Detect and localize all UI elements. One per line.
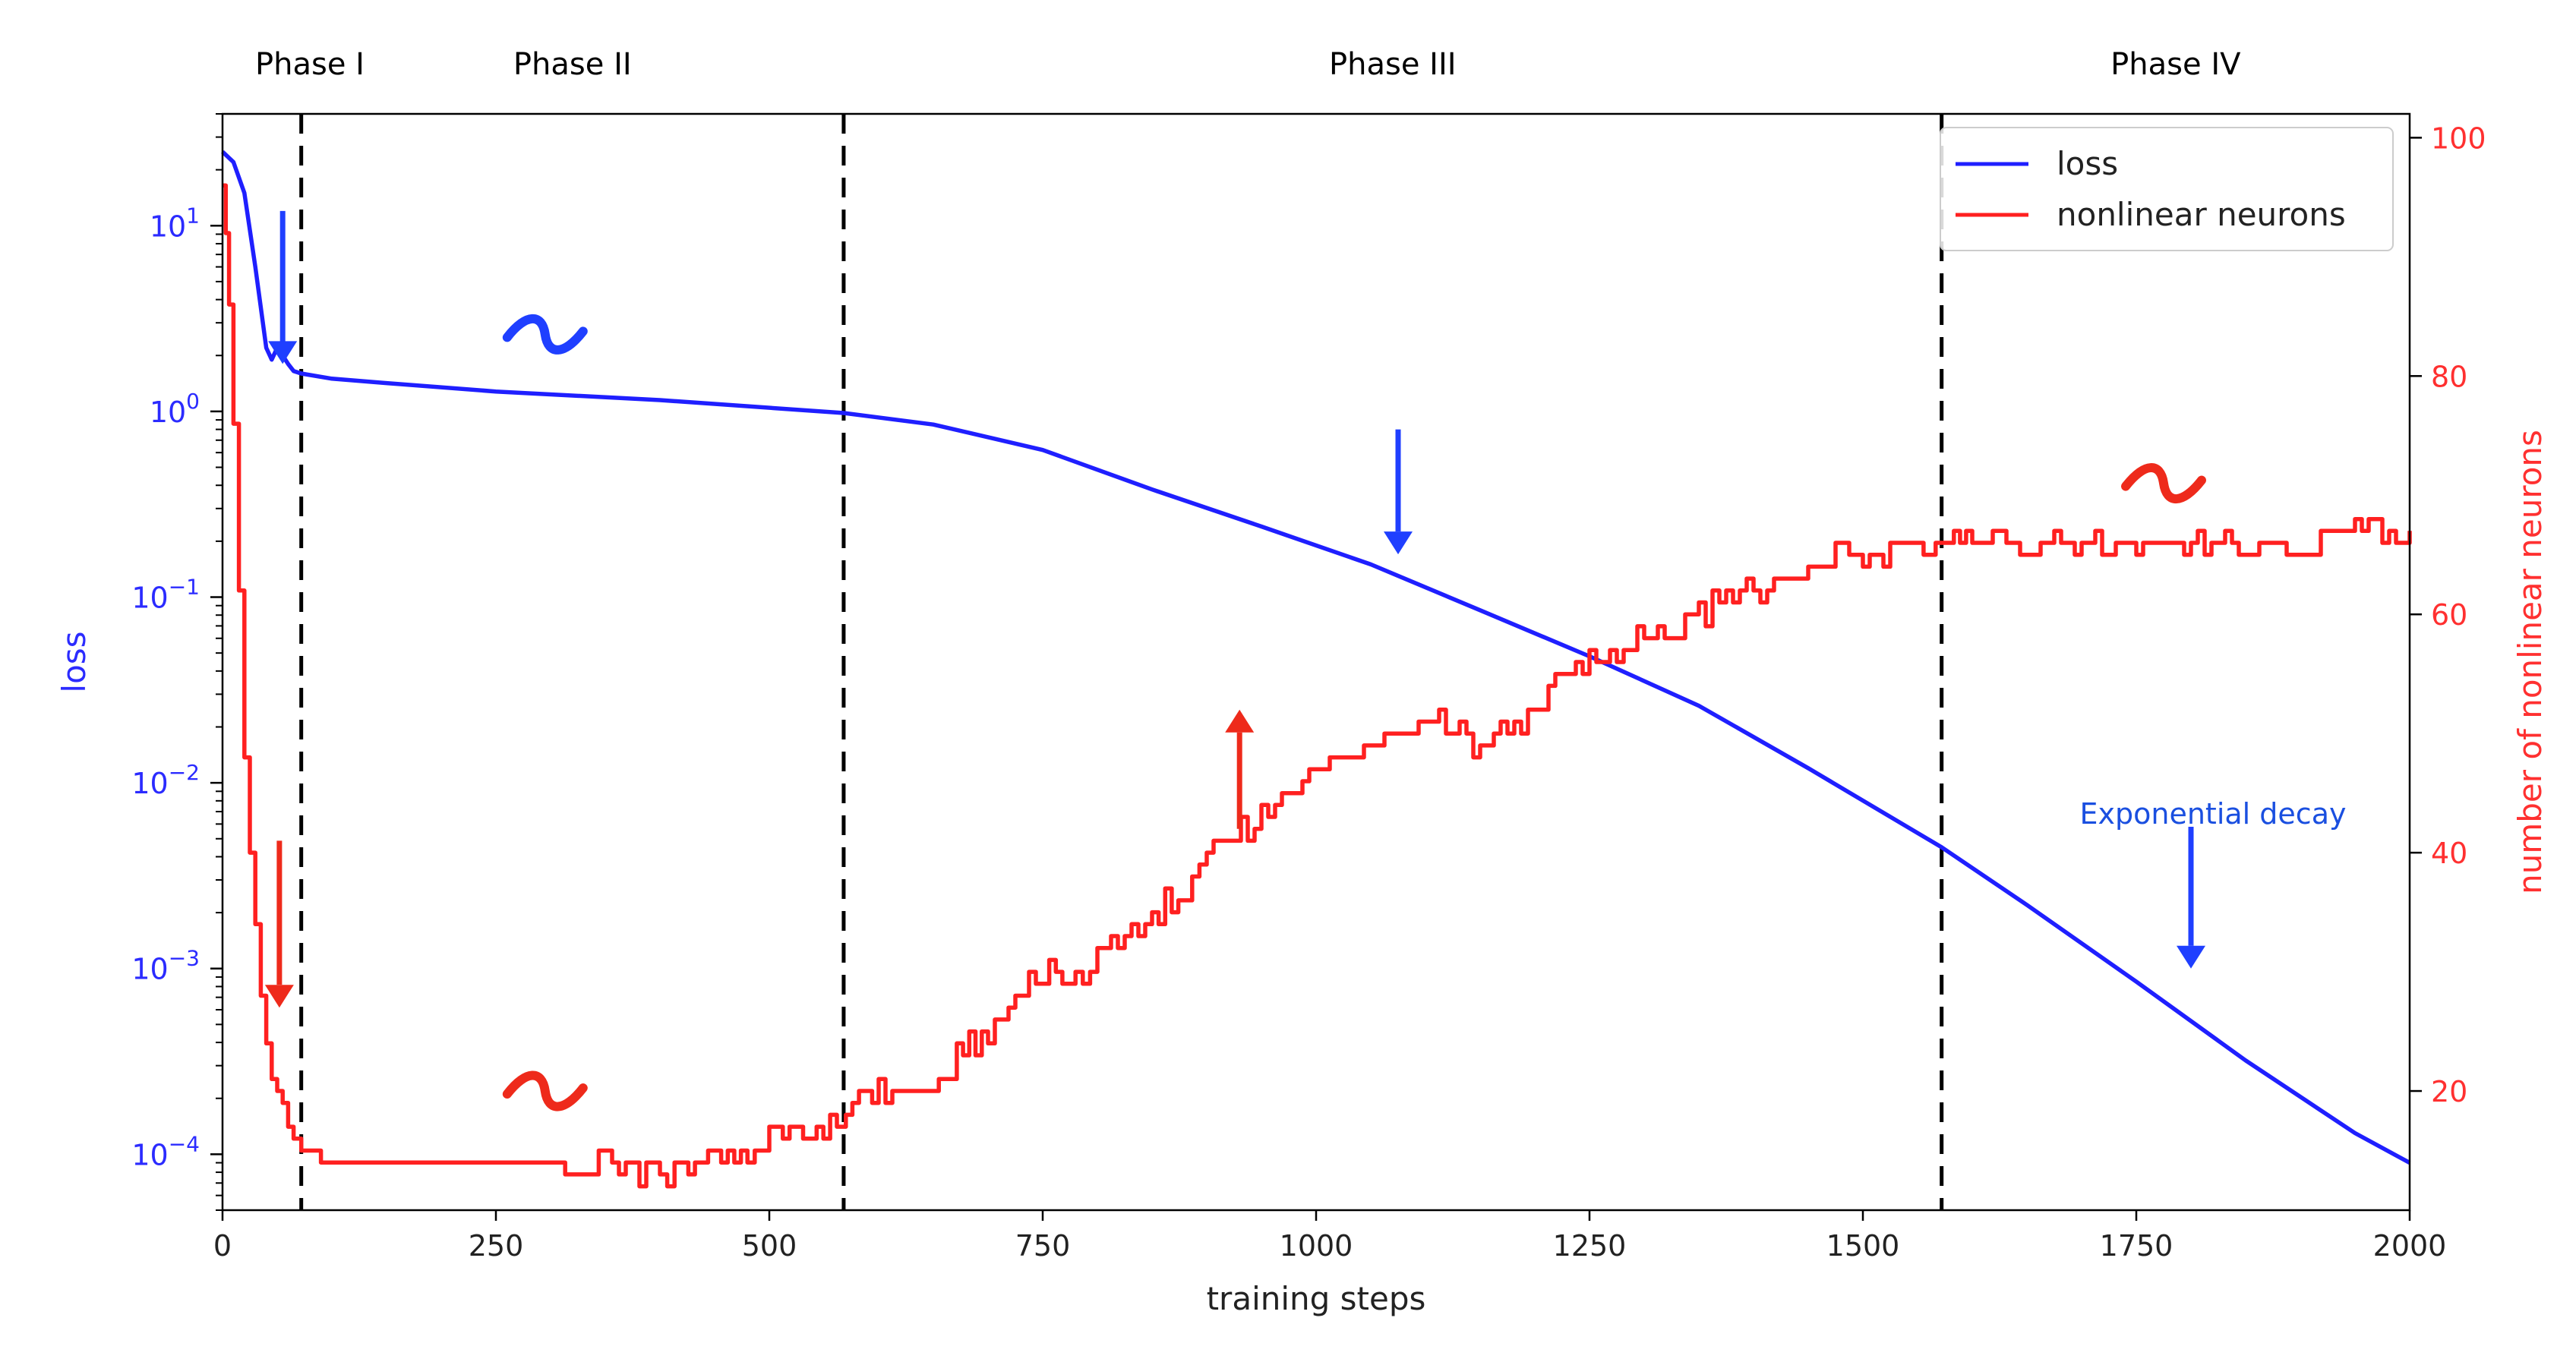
phase-label-1: Phase I xyxy=(255,47,365,82)
phase-label-2: Phase II xyxy=(513,47,632,82)
exponential-decay-annotation: Exponential decay xyxy=(2080,797,2347,831)
x-tick-label-7: 1750 xyxy=(2100,1229,2174,1263)
arrow-down-blue-head-0 xyxy=(268,341,298,364)
y-right-tick-label-0: 20 xyxy=(2431,1075,2467,1108)
x-tick-label-8: 2000 xyxy=(2373,1229,2447,1263)
annotation-markers xyxy=(264,210,2206,1111)
x-tick-label-5: 1250 xyxy=(1553,1229,1627,1263)
phase-label-4: Phase IV xyxy=(2110,47,2241,82)
y-left-tick-label-5: 10−4 xyxy=(131,1131,200,1171)
x-tick-label-1: 250 xyxy=(469,1229,524,1263)
series-line-loss xyxy=(221,150,2411,1165)
series-layer xyxy=(221,150,2412,1189)
phase-labels: Phase I Phase II Phase III Phase IV xyxy=(255,47,2241,82)
phase-label-3: Phase III xyxy=(1329,47,1457,82)
y-left-tick-exponent-0: 1 xyxy=(186,203,200,228)
y-left-tick-label-2: 10−1 xyxy=(131,575,200,615)
y-right-tick-label-2: 60 xyxy=(2431,598,2467,632)
y-left-tick-label-0: 101 xyxy=(150,203,200,243)
arrow-down-blue-head-7 xyxy=(2177,945,2205,969)
arrow-down-red-head-1 xyxy=(264,985,294,1008)
y-right-axis-label: number of nonlinear neurons xyxy=(2511,430,2549,894)
y-left-tick-label-4: 10−3 xyxy=(131,946,200,986)
series-line-nonlinear-neurons xyxy=(223,183,2412,1189)
x-tick-label-2: 500 xyxy=(742,1229,797,1263)
x-tick-label-3: 750 xyxy=(1015,1229,1071,1263)
y-right-tick-label-4: 100 xyxy=(2431,121,2486,155)
y-left-tick-base-1: 10 xyxy=(150,396,186,429)
y-left-tick-exponent-1: 0 xyxy=(186,389,200,414)
y-left-tick-base-3: 10 xyxy=(131,767,168,800)
y-right-tick-label-3: 80 xyxy=(2431,360,2467,393)
y-right-axis-ticks: 20 40 60 80 100 xyxy=(2410,121,2486,1108)
x-axis-label: training steps xyxy=(1207,1280,1426,1317)
y-left-tick-exponent-3: −2 xyxy=(169,760,200,785)
phase-boundaries xyxy=(299,114,1944,1210)
y-right-tick-label-1: 40 xyxy=(2431,837,2467,870)
y-left-tick-base-5: 10 xyxy=(131,1138,168,1171)
legend-label-loss: loss xyxy=(2057,145,2118,182)
arrow-down-blue-head-4 xyxy=(1384,531,1413,555)
tilde-marker-blue-2 xyxy=(502,314,588,355)
tilde-marker-red-6 xyxy=(2121,463,2206,504)
y-left-tick-base-0: 10 xyxy=(150,210,186,243)
y-left-tick-base-4: 10 xyxy=(131,953,168,986)
y-left-tick-base-2: 10 xyxy=(131,582,168,615)
x-tick-label-0: 0 xyxy=(213,1229,232,1263)
legend-label-nonlinear-neurons: nonlinear neurons xyxy=(2057,196,2346,233)
y-left-tick-exponent-2: −1 xyxy=(169,575,200,600)
y-left-axis-label: loss xyxy=(55,631,93,692)
y-left-tick-exponent-4: −3 xyxy=(169,946,200,971)
y-left-tick-label-3: 10−2 xyxy=(131,760,200,800)
legend-box xyxy=(1940,127,2394,251)
x-tick-label-4: 1000 xyxy=(1280,1229,1353,1263)
legend: loss nonlinear neurons xyxy=(1940,127,2394,251)
tilde-marker-red-3 xyxy=(502,1070,588,1111)
arrow-up-red-head-5 xyxy=(1225,709,1255,733)
y-left-tick-label-1: 100 xyxy=(150,389,200,429)
x-axis-ticks: 0 250 500 750 1000 1250 1500 1750 2000 xyxy=(213,1210,2446,1263)
x-tick-label-6: 1500 xyxy=(1826,1229,1900,1263)
y-left-tick-exponent-5: −4 xyxy=(169,1131,200,1156)
